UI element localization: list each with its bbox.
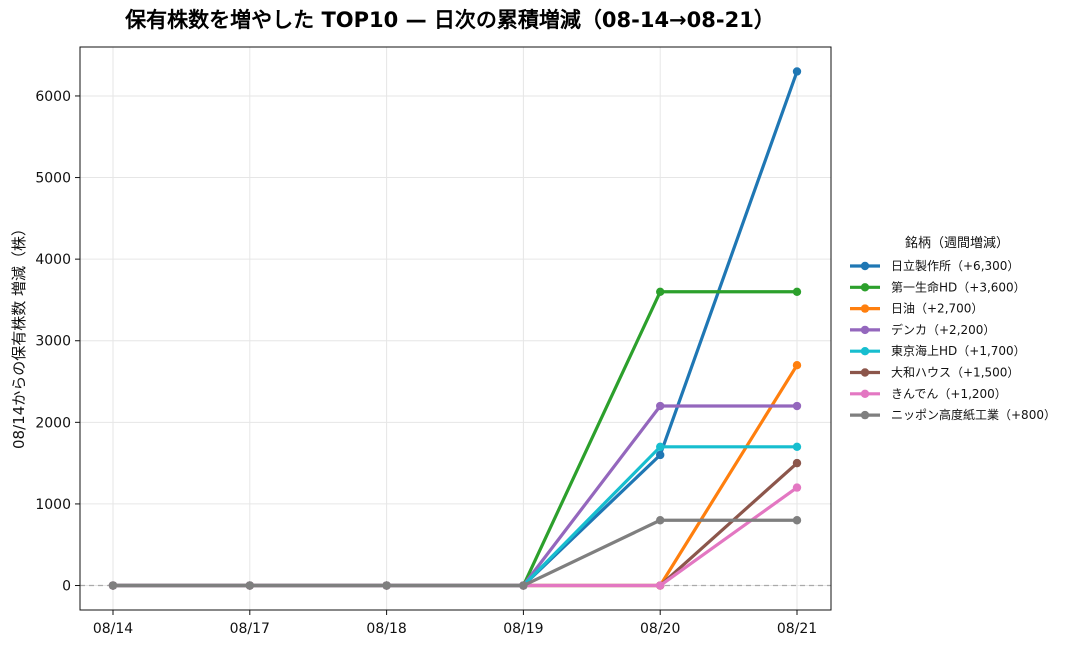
x-tick-label: 08/14 (93, 621, 133, 637)
data-point (792, 361, 802, 370)
data-point (245, 581, 254, 590)
legend-marker (860, 283, 870, 292)
legend-item: 東京海上HD（+1,700） (850, 343, 1026, 358)
series-lines (108, 67, 802, 590)
y-tick-label: 0 (62, 579, 71, 595)
series-line (113, 290, 797, 588)
legend-item: デンカ（+2,200） (850, 322, 995, 337)
data-point (656, 287, 665, 296)
series-8 (108, 516, 802, 590)
data-point (792, 516, 802, 525)
y-tick-label: 1000 (35, 497, 71, 513)
legend-item: 日油（+2,700） (850, 302, 983, 316)
data-point (656, 401, 665, 411)
data-point (519, 581, 528, 590)
legend-marker (860, 325, 870, 335)
series-2 (108, 287, 802, 590)
series-line (113, 364, 799, 588)
legend-label: 日立製作所（+6,300） (891, 258, 1019, 273)
series-3 (108, 361, 802, 590)
legend-marker (860, 347, 870, 356)
series-4 (108, 401, 802, 590)
series-7 (108, 483, 802, 590)
y-tick-label: 4000 (35, 252, 71, 268)
legend-label: デンカ（+2,200） (891, 322, 995, 337)
legend-item: ニッポン高度紙工業（+800） (850, 407, 1056, 422)
legend-marker (860, 410, 870, 420)
series-line (113, 486, 798, 588)
x-tick-label: 08/19 (503, 621, 543, 637)
data-point (108, 581, 118, 590)
legend-item: 大和ハウス（+1,500） (850, 366, 1019, 380)
legend-label: 第一生命HD（+3,600） (891, 279, 1026, 294)
series-5 (108, 442, 802, 590)
data-point (792, 458, 802, 468)
y-tick-label: 5000 (35, 171, 71, 187)
x-tick-label: 08/18 (366, 621, 406, 637)
series-line (113, 518, 797, 588)
grid (80, 47, 831, 610)
legend-marker (860, 389, 870, 398)
y-axis-ticks: 0 1000 2000 3000 4000 5000 6000 (35, 89, 80, 595)
data-point (792, 67, 802, 76)
y-axis-label: 08/14からの保有株数 増減（株） (10, 221, 28, 449)
y-tick-label: 2000 (35, 415, 71, 431)
legend-label: 東京海上HD（+1,700） (891, 343, 1026, 358)
data-point (792, 287, 802, 296)
series-1 (108, 67, 802, 590)
series-line (113, 404, 797, 588)
x-tick-label: 08/17 (230, 621, 270, 637)
x-tick-label: 08/20 (640, 621, 680, 637)
legend-label: 大和ハウス（+1,500） (891, 366, 1019, 380)
y-tick-label: 6000 (35, 89, 71, 105)
legend-item: 日立製作所（+6,300） (850, 258, 1019, 273)
y-tick-label: 3000 (35, 334, 71, 350)
legend-marker (860, 261, 870, 271)
legend-label: ニッポン高度紙工業（+800） (891, 407, 1056, 422)
data-point (792, 483, 802, 492)
legend: 銘柄（週間増減） 日立製作所（+6,300） 第一生命HD（+3,600） 日油（+… (850, 235, 1056, 422)
data-point (656, 516, 665, 525)
data-point (792, 401, 802, 411)
legend-marker (860, 304, 870, 313)
data-point (656, 442, 665, 452)
series-line (113, 461, 799, 588)
chart-title: 保有株数を増やした TOP10 — 日次の累積増減（08-14→08-21） (124, 8, 775, 32)
legend-marker (860, 368, 870, 377)
data-point (656, 450, 665, 460)
data-point (792, 442, 802, 452)
data-point (382, 581, 391, 590)
legend-label: きんでん（+1,200） (891, 387, 1007, 401)
series-line (113, 70, 799, 588)
x-tick-label: 08/21 (777, 621, 817, 637)
series-line (113, 445, 797, 588)
legend-title: 銘柄（週間増減） (905, 235, 1009, 251)
legend-item: きんでん（+1,200） (850, 387, 1007, 401)
data-point (656, 581, 665, 590)
x-axis-ticks: 08/14 08/17 08/18 08/19 08/20 08/21 (93, 610, 817, 637)
plot-frame (79, 46, 832, 611)
legend-item: 第一生命HD（+3,600） (850, 279, 1026, 294)
legend-label: 日油（+2,700） (891, 302, 983, 316)
